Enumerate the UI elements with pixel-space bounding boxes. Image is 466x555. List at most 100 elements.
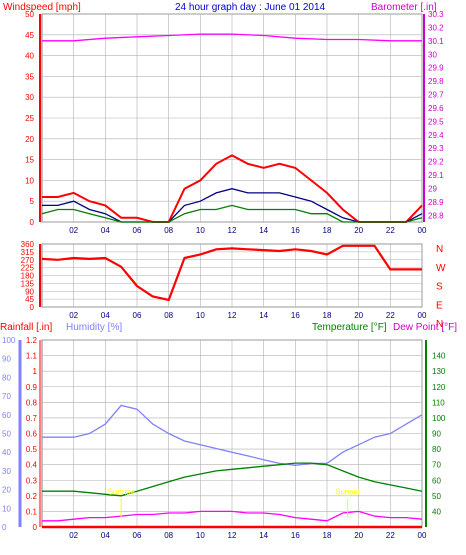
barometer-axis-title: Barometer [.in] [371,2,437,13]
rain-tick-label: 1 [33,367,38,376]
temperature-tick-label: 120 [432,383,446,392]
rain-tick-label: 0.1 [26,507,38,516]
humidity-tick-label: 100 [2,336,16,345]
x-tick-label: 08 [164,531,173,540]
windspeed-axis-title: Windspeed [mph] [3,2,81,13]
x-tick-label: 10 [196,531,205,540]
rain-tick-label: 0.7 [26,414,38,423]
x-tick-label: 04 [101,311,110,320]
barometer-tick-label: 30 [428,50,437,59]
temperature-tick-label: 70 [432,461,441,470]
sunset-label: Sunset [335,487,361,496]
chart-title: 24 hour graph day : June 01 2014 [175,2,326,13]
direction-tick-label: 45 [25,295,34,304]
compass-label: W [436,263,446,274]
x-tick-label: 22 [386,311,395,320]
humidity-tick-label: 30 [2,467,11,476]
x-tick-label: 08 [164,226,173,235]
direction-tick-label: 315 [21,248,35,257]
windspeed-tick-label: 25 [25,114,34,123]
temperature-tick-label: 100 [432,414,446,423]
x-tick-label: 14 [259,311,268,320]
compass-label: N [436,319,443,330]
temperature-tick-label: 130 [432,367,446,376]
rainfall-legend: Rainfall [.in] [0,322,52,333]
windspeed-tick-label: 45 [25,31,34,40]
rain-tick-label: 0.9 [26,383,38,392]
temperature-tick-label: 50 [432,492,441,501]
rain-tick-label: 0.3 [26,476,38,485]
barometer-tick-label: 28.9 [428,198,444,207]
barometer-tick-label: 29.1 [428,171,444,180]
direction-tick-label: 270 [21,256,35,265]
barometer-tick-label: 30.1 [428,37,444,46]
direction-tick-label: 180 [21,272,35,281]
barometer-tick-label: 29.9 [428,64,444,73]
x-tick-label: 14 [259,531,268,540]
windspeed-tick-label: 15 [25,156,34,165]
series-line-humidity [42,404,423,466]
series-line-wind-gust [41,204,423,223]
temperature-legend: Temperature [°F] [312,322,387,333]
barometer-tick-label: 29.6 [428,104,444,113]
x-tick-label: 00 [418,226,427,235]
x-tick-label: 20 [354,226,363,235]
x-tick-label: 04 [101,531,110,540]
humidity-tick-label: 90 [2,355,11,364]
x-tick-label: 06 [133,226,142,235]
x-tick-label: 10 [196,226,205,235]
windspeed-tick-label: 5 [30,197,35,206]
rain-tick-label: 0.4 [26,461,38,470]
x-tick-label: 20 [354,311,363,320]
barometer-tick-label: 29.2 [428,158,444,167]
barometer-tick-label: 28.8 [428,211,444,220]
series-line-temperature [42,462,423,497]
x-tick-label: 12 [228,226,237,235]
humidity-tick-label: 0 [2,523,7,532]
humidity-tick-label: 80 [2,373,11,382]
sunrise-label: Sunrise [108,487,136,496]
rain-tick-label: 0.8 [26,398,38,407]
rain-tick-label: 1.2 [26,336,38,345]
x-tick-label: 18 [323,226,332,235]
temperature-tick-label: 40 [432,507,441,516]
temperature-tick-label: 110 [432,398,445,407]
windspeed-tick-label: 35 [25,72,34,81]
rain-tick-label: 0.6 [26,430,38,439]
humidity-legend: Humidity [%] [66,322,122,333]
barometer-tick-label: 29.4 [428,131,444,140]
x-tick-label: 18 [323,311,332,320]
x-tick-label: 06 [133,311,142,320]
x-tick-label: 16 [291,226,300,235]
barometer-tick-label: 30.2 [428,23,444,32]
x-tick-label: 02 [69,311,78,320]
x-tick-label: 10 [196,311,205,320]
x-tick-label: 06 [133,531,142,540]
series-line-dew-point [42,510,423,522]
rain-tick-label: 0.5 [26,445,38,454]
temperature-tick-label: 80 [432,445,441,454]
dewpoint-legend: Dew Point [°F] [393,322,457,333]
barometer-tick-label: 29 [428,184,437,193]
series-line-wind-direction [41,244,422,302]
humidity-tick-label: 50 [2,430,11,439]
windspeed-tick-label: 10 [25,176,34,185]
humidity-tick-label: 70 [2,392,11,401]
x-tick-label: 12 [228,311,237,320]
compass-label: N [436,244,443,255]
x-tick-label: 02 [69,531,78,540]
x-tick-label: 00 [418,531,427,540]
x-tick-label: 18 [323,531,332,540]
series-line-barometer [42,33,422,42]
x-tick-label: 04 [101,226,110,235]
barometer-tick-label: 29.7 [428,91,444,100]
temperature-tick-label: 140 [432,352,446,361]
x-tick-label: 02 [69,226,78,235]
barometer-tick-label: 29.3 [428,144,444,153]
x-tick-label: 22 [386,531,395,540]
x-tick-label: 16 [291,311,300,320]
direction-tick-label: 360 [21,240,35,249]
humidity-tick-label: 40 [2,448,11,457]
windspeed-tick-label: 30 [25,93,34,102]
x-tick-label: 08 [164,311,173,320]
